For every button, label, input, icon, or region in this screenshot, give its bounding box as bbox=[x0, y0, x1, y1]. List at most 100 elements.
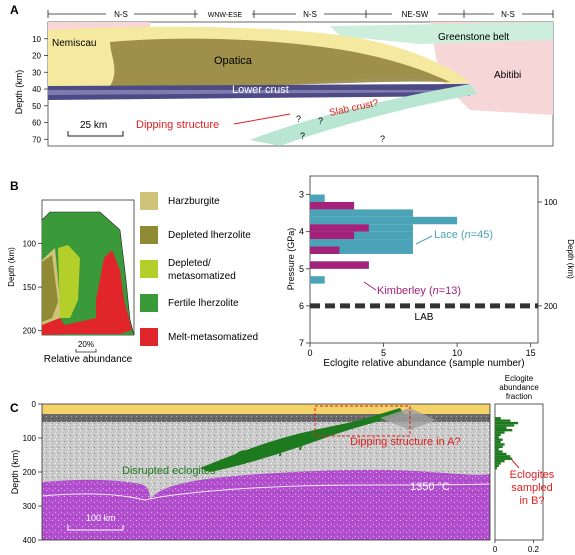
lithology-ytick-label: 150 bbox=[23, 283, 37, 292]
histogram-xticks: 0 5 10 15 bbox=[307, 343, 536, 358]
lithology-ytick-label: 200 bbox=[23, 327, 37, 336]
question-mark-4: ? bbox=[380, 134, 385, 144]
abundance-bar bbox=[495, 436, 499, 439]
histogram-ytick-label: 7 bbox=[299, 338, 304, 348]
kimberley-label-main: Kimberley ( bbox=[377, 285, 433, 297]
lace-bar bbox=[310, 246, 413, 254]
panel-a-ylabel: Depth (km) bbox=[14, 70, 24, 115]
lab-label: LAB bbox=[415, 312, 434, 323]
panel-c-ylabel: Depth (km) bbox=[10, 450, 20, 495]
abundance-bar bbox=[495, 417, 501, 420]
abundance-bar bbox=[495, 452, 507, 456]
eclogites-sampled-1: Eclogites bbox=[510, 469, 555, 481]
lithology-legend: Harzburgite Depleted lherzolite Depleted… bbox=[140, 192, 258, 346]
eclogite-folds bbox=[229, 437, 302, 463]
abundance-bar bbox=[495, 467, 497, 470]
panel-a-yticks: 10 20 30 40 50 60 70 bbox=[32, 35, 48, 144]
panel-c-ytick-label: 400 bbox=[23, 536, 37, 545]
panel-c-scale-bar bbox=[67, 525, 124, 531]
abundance-bar bbox=[495, 448, 499, 451]
panel-b-letter: B bbox=[10, 179, 19, 193]
histogram-ylabel-right: Depth (km) bbox=[566, 239, 575, 279]
region-greenstone: Greenstone belt bbox=[438, 32, 509, 43]
panel-a-scale-label: 25 km bbox=[80, 120, 107, 131]
panel-c-yticks: 0 100 200 300 400 bbox=[23, 400, 42, 545]
lace-bar bbox=[310, 239, 413, 247]
legend-label-melt-metasomatized: Melt-metasomatized bbox=[168, 332, 258, 343]
abundance-bar bbox=[495, 445, 503, 449]
legend-label-depleted-lherzolite: Depleted lherzolite bbox=[168, 230, 251, 241]
panel-c-ytick-label: 0 bbox=[32, 400, 37, 409]
lithology-scale-bar bbox=[75, 349, 97, 353]
panel-a-ytick-label: 10 bbox=[32, 35, 41, 44]
lithology-yticks: 100 150 200 bbox=[23, 240, 42, 336]
abundance-bar bbox=[495, 457, 513, 460]
lace-label-main: Lace ( bbox=[434, 229, 465, 241]
legend-label-harzburgite: Harzburgite bbox=[168, 196, 220, 207]
histogram-bars bbox=[310, 194, 458, 284]
panel-c-ytick-label: 200 bbox=[23, 468, 37, 477]
lace-pointer bbox=[415, 235, 433, 245]
kimberley-bar bbox=[310, 224, 369, 232]
legend-label-metasomatized: metasomatized bbox=[168, 271, 236, 282]
model-lithosphere-layer bbox=[42, 414, 490, 422]
legend-swatch-fertile-lherzolite bbox=[140, 294, 158, 312]
lace-bar bbox=[310, 209, 413, 217]
region-abitibi: Abitibi bbox=[494, 70, 521, 81]
abundance-bar bbox=[495, 450, 503, 453]
svg-text:Kimberley (n=13): Kimberley (n=13) bbox=[377, 285, 461, 297]
abundance-bar bbox=[495, 431, 505, 434]
question-mark-3: ? bbox=[300, 131, 305, 141]
lithology-xlabel: Relative abundance bbox=[44, 354, 133, 365]
eclogites-sampled-label: Eclogites sampled in B? bbox=[510, 459, 555, 507]
side-title-2: abundance bbox=[499, 383, 539, 392]
lace-label-end: =45) bbox=[471, 229, 493, 241]
direction-label-3: N-S bbox=[303, 10, 317, 19]
panel-a-direction-bar: N-S WNW-ESE N-S NE-SW N-S bbox=[47, 9, 554, 19]
histogram-ytick-label: 4 bbox=[299, 227, 304, 237]
kimberley-bar bbox=[310, 246, 340, 254]
abundance-bar bbox=[495, 464, 499, 468]
question-mark-1: ? bbox=[296, 114, 301, 124]
panel-a-ytick-label: 30 bbox=[32, 68, 41, 77]
question-mark-2: ? bbox=[318, 116, 323, 126]
legend-swatch-melt-metasomatized bbox=[140, 328, 158, 346]
kimberley-label-end: =13) bbox=[439, 285, 461, 297]
dipping-structure-label: Dipping structure bbox=[136, 119, 219, 131]
kimberley-label-n: n bbox=[433, 285, 439, 297]
legend-swatch-depleted-lherzolite bbox=[140, 226, 158, 244]
side-title-1: Eclogite bbox=[505, 374, 534, 383]
histogram-xtick-label: 5 bbox=[381, 348, 386, 358]
histogram-ylabel: Pressure (GPa) bbox=[286, 228, 296, 291]
eclogites-sampled-3: in B? bbox=[519, 495, 544, 507]
svg-text:Lace (n=45): Lace (n=45) bbox=[434, 229, 493, 241]
histogram-xtick-label: 15 bbox=[526, 348, 536, 358]
panel-a-ytick-label: 20 bbox=[32, 52, 41, 61]
abundance-bar bbox=[495, 421, 519, 425]
abundance-histogram: Eclogite abundance fraction 0 0.2 bbox=[493, 374, 544, 554]
side-bars bbox=[495, 417, 519, 470]
legend-swatch-harzburgite bbox=[140, 192, 158, 210]
histogram-right-tick-label: 200 bbox=[544, 302, 558, 311]
model-crust bbox=[42, 404, 490, 414]
dipping-structure-box bbox=[314, 405, 411, 437]
abundance-bar bbox=[495, 438, 503, 441]
legend-swatch-metasomatized bbox=[140, 260, 158, 278]
lace-label-n: n bbox=[465, 229, 471, 241]
panel-c-letter: C bbox=[10, 401, 19, 415]
histogram-right-ticks: 100 200 bbox=[538, 198, 558, 311]
lace-label: Lace (n=45) bbox=[415, 229, 493, 245]
panel-c-ytick-label: 100 bbox=[23, 434, 37, 443]
lace-bar bbox=[310, 231, 413, 240]
histogram-ytick-label: 3 bbox=[299, 190, 304, 200]
kimberley-pointer bbox=[363, 281, 377, 291]
abundance-bar bbox=[495, 426, 507, 429]
eclogite-histogram: LAB 0 5 10 15 3 4 5 6 7 100 200 Eclogite relativ… bbox=[286, 175, 575, 369]
panel-c-scale-label: 100 km bbox=[86, 513, 116, 523]
panel-a-ytick-label: 50 bbox=[32, 102, 41, 111]
isotherm-line bbox=[41, 483, 491, 501]
direction-label-4: NE-SW bbox=[402, 10, 429, 19]
model-asthenosphere bbox=[42, 469, 490, 540]
panel-a-ytick-label: 40 bbox=[32, 85, 41, 94]
